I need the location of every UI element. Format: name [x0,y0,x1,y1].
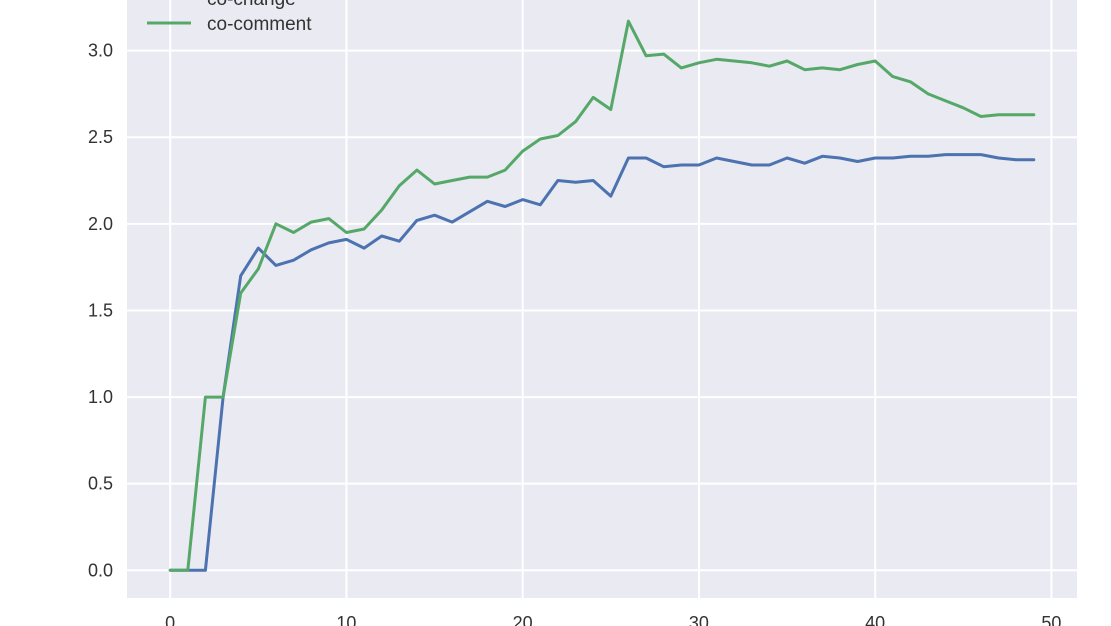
x-tick-label: 0 [165,613,175,626]
y-tick-label: 1.0 [88,387,113,407]
legend-label: co-change [207,0,296,10]
x-tick-label: 40 [865,613,885,626]
grid [127,0,1077,598]
y-tick-label: 2.0 [88,214,113,234]
y-tick-label: 1.5 [88,300,113,320]
legend: co-change co-comment [147,0,312,35]
y-axis: 0.0 0.5 1.0 1.5 2.0 2.5 3.0 [88,41,113,581]
x-tick-label: 30 [689,613,709,626]
series-layer [168,19,1036,572]
y-tick-label: 3.0 [88,41,113,61]
series-line-co-comment [168,19,1036,572]
x-tick-label: 20 [513,613,533,626]
x-tick-label: 10 [336,613,356,626]
plot-area [127,0,1077,598]
y-tick-label: 2.5 [88,127,113,147]
y-tick-label: 0.5 [88,474,113,494]
x-tick-label: 50 [1041,613,1061,626]
x-axis: 0 10 20 30 40 50 [165,613,1061,626]
legend-label: co-comment [207,14,312,35]
series-line-co-change [168,153,1036,572]
y-tick-label: 0.0 [88,560,113,580]
